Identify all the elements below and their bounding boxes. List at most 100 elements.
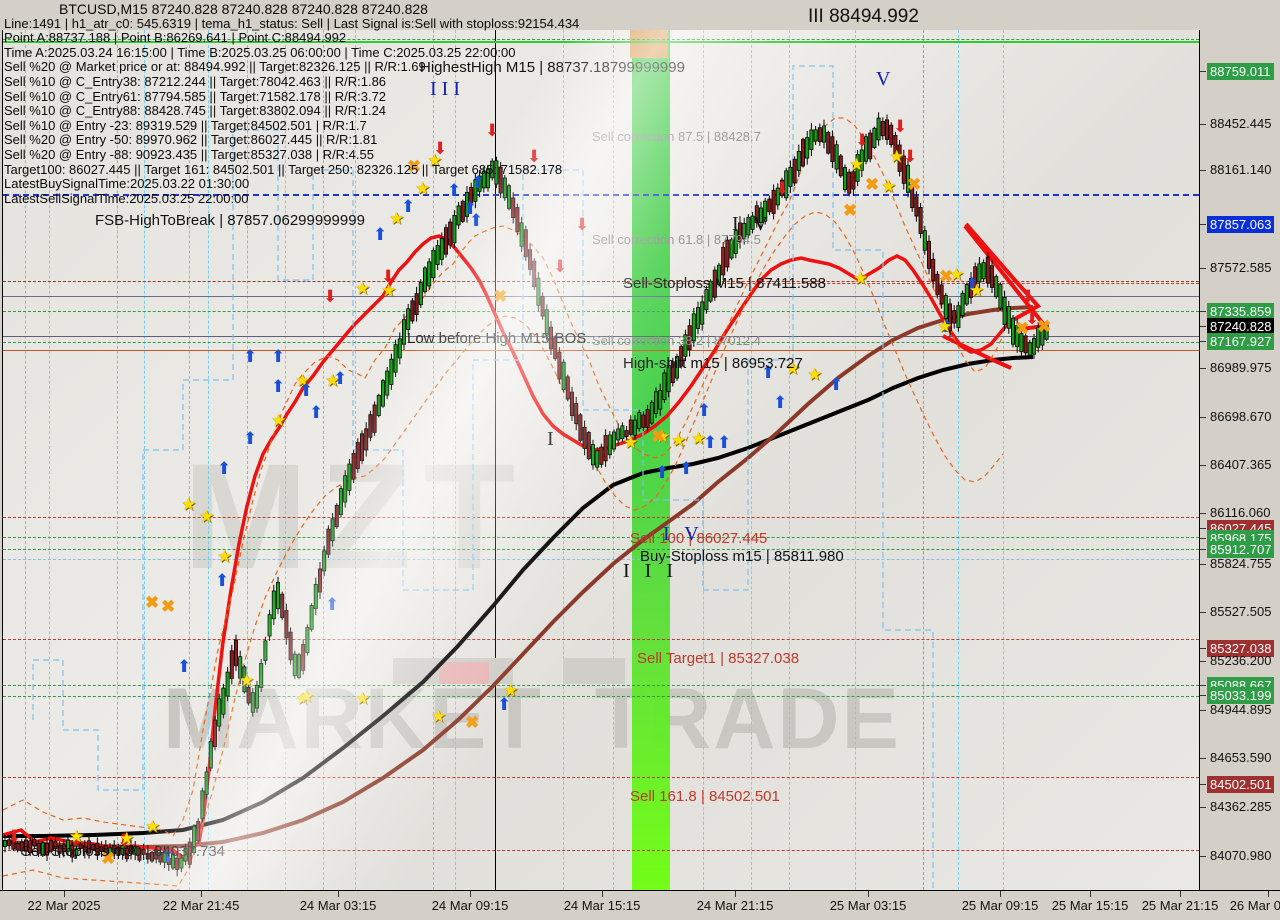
time-tick [1268, 891, 1269, 897]
candle-bearish [23, 839, 28, 852]
time-label: 25 Mar 21:15 [1141, 898, 1219, 913]
candle-bullish [788, 166, 793, 187]
candle-bullish [456, 205, 461, 226]
cross-marker-icon: ✖ [145, 593, 160, 612]
candle-bullish [813, 129, 818, 142]
candle-bearish [141, 848, 146, 855]
chart-plot-area[interactable]: MZT MARKET TRADE [2, 30, 1199, 890]
sell-arrow-icon: ⬇ [527, 147, 542, 166]
price-label: 84362.285 [1210, 799, 1272, 814]
price-axis[interactable]: 88759.011 88452.445 88161.140 87857.063 8757… [1199, 30, 1280, 911]
candle-bullish [389, 358, 394, 385]
candle-bearish [553, 337, 558, 359]
candle-bearish [61, 844, 66, 853]
annotation-sell-correction-618: Sell correction 61.8 | 87794.5 [592, 232, 761, 247]
envelope-upper [3, 117, 1004, 837]
time-label: 24 Mar 15:15 [563, 898, 641, 913]
candle-bullish [960, 292, 965, 316]
price-label-highlight[interactable]: 87240.828 [1207, 318, 1275, 335]
buy-arrow-icon: ⬆ [497, 695, 512, 714]
info-line-6: Sell %10 @ C_Entry88: 88428.745 || Targe… [4, 103, 387, 119]
buy-arrow-icon: ⬆ [299, 381, 314, 400]
price-label-highlight[interactable]: 85033.199 [1207, 687, 1275, 704]
price-label-highlight[interactable]: 87857.063 [1207, 216, 1275, 233]
candle-bullish [784, 170, 789, 199]
annotation-highest-high: HighestHigh M15 | 88737.18799999999 [420, 59, 685, 76]
time-tick [868, 891, 869, 897]
candle-bullish [263, 640, 268, 661]
candle-bullish [108, 847, 113, 857]
candle-bullish [544, 309, 549, 336]
vertical-marker [495, 30, 496, 890]
candle-bullish [607, 434, 612, 456]
star-marker-icon: ★ [217, 547, 233, 566]
candle-bearish [624, 430, 629, 437]
time-label: 22 Mar 2025 [27, 898, 101, 913]
candle-bullish [183, 847, 188, 862]
star-marker-icon: ★ [949, 265, 965, 284]
buy-arrow-icon: ⬆ [177, 657, 192, 676]
candle-bullish [872, 127, 877, 148]
candle-bullish [162, 851, 167, 863]
candle-bearish [460, 200, 465, 222]
price-tick [1200, 856, 1206, 857]
candle-bullish [3, 840, 7, 847]
candle-bearish [931, 258, 936, 282]
price-tick [1200, 224, 1206, 225]
info-line-4: Sell %10 @ C_Entry38: 87212.244 || Targe… [4, 73, 387, 89]
info-line-11: LatestBuySignalTime:2025.03.22 01:30:00 [4, 176, 250, 192]
level-line [3, 549, 1199, 550]
candle-bullish [422, 267, 427, 293]
candle-bullish [267, 614, 272, 637]
cross-marker-icon: ✖ [939, 267, 954, 286]
price-label-highlight[interactable]: 88759.011 [1207, 63, 1274, 80]
candle-bullish [490, 160, 495, 179]
buy-arrow-icon: ⬆ [333, 369, 348, 388]
level-line-sell100 [3, 517, 1199, 518]
candle-bullish [691, 313, 696, 342]
candle-bullish [1019, 333, 1024, 353]
star-marker-icon: ★ [785, 359, 801, 378]
price-tick [1200, 465, 1206, 466]
session-line [613, 30, 614, 890]
price-label-highlight[interactable]: 85912.707 [1207, 541, 1275, 558]
price-label-highlight[interactable]: 87335.859 [1207, 303, 1275, 320]
highlight-zone-orange [630, 30, 668, 58]
buy-arrow-icon: ⬆ [373, 225, 388, 244]
time-label: 24 Mar 09:15 [431, 898, 509, 913]
signal-trend-line-2 [963, 224, 1049, 332]
price-tick [1200, 71, 1206, 72]
cross-marker-icon: ✖ [168, 887, 182, 890]
candle-bullish [620, 425, 625, 440]
candle-bearish [469, 186, 474, 204]
point-c-price-label: III 88494.992 [808, 6, 919, 27]
price-label-highlight[interactable]: 87167.927 [1207, 333, 1275, 350]
candle-bearish [112, 844, 117, 855]
candle-bearish [137, 848, 142, 861]
candle-bearish [355, 442, 360, 469]
candle-bullish [666, 365, 671, 393]
price-label-highlight[interactable]: 84502.501 [1207, 776, 1275, 793]
time-axis[interactable]: 22 Mar 2025 22 Mar 21:45 24 Mar 03:15 24 Ma… [0, 890, 1280, 920]
cross-marker-icon: ✖ [407, 157, 422, 176]
candle-bullish [717, 264, 722, 285]
star-marker-icon: ★ [415, 179, 431, 198]
annotation-buy-stoploss-m15: Buy-Stoploss m15 | 85811.980 [640, 548, 844, 565]
wave-label-roman-iii-top: III [430, 78, 465, 100]
candle-bullish [225, 671, 230, 697]
session-line [923, 30, 924, 890]
buy-arrow-icon: ⬆ [325, 595, 340, 614]
candle-bullish [662, 372, 667, 400]
candle-bullish [322, 550, 327, 572]
candle-bullish [343, 475, 348, 503]
candle-bearish [948, 303, 953, 332]
cross-marker-icon: ✖ [465, 713, 480, 732]
price-label-highlight[interactable]: 85327.038 [1207, 640, 1275, 657]
session-line [189, 30, 190, 890]
candle-bullish [66, 839, 71, 852]
candle-bearish [103, 845, 108, 855]
candle-bearish [317, 568, 322, 593]
sell-arrow-icon: ⬇ [893, 117, 908, 136]
candle-bearish [540, 295, 545, 317]
sell-arrow-icon: ⬇ [485, 121, 500, 140]
